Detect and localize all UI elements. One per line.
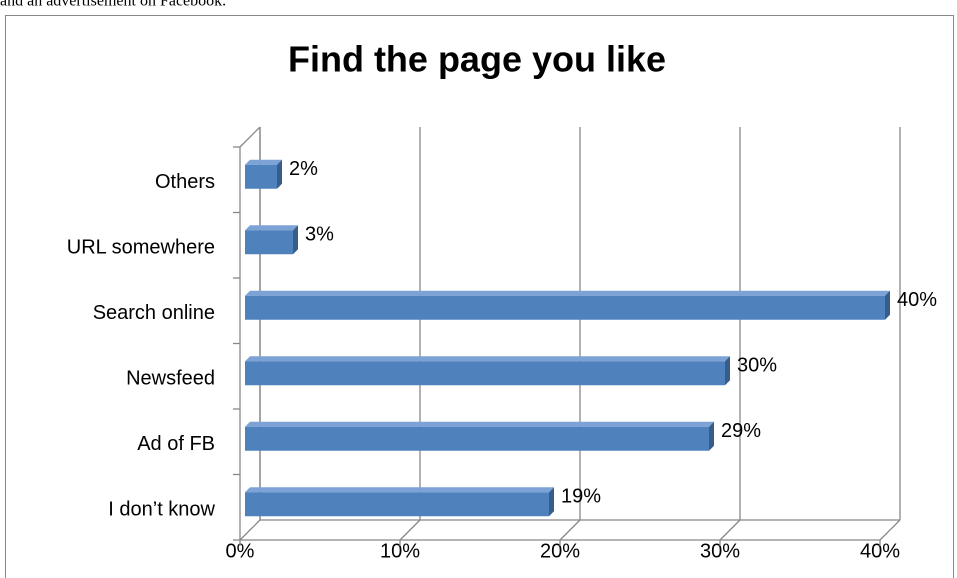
y-tick-label: Others <box>155 171 215 193</box>
grid-floor-line <box>879 519 901 541</box>
bar-side <box>885 290 890 320</box>
y-tick-label: Search online <box>93 302 215 324</box>
bar-top <box>245 356 730 362</box>
y-tick-label: Newsfeed <box>126 368 215 390</box>
y-tick-label: Ad of FB <box>137 433 215 455</box>
bar <box>245 426 709 451</box>
bar-top <box>245 421 714 427</box>
grid-floor-line <box>399 519 421 541</box>
value-label: 3% <box>305 224 334 246</box>
x-tick-label: 30% <box>700 540 740 562</box>
y-tick-label: URL somewhere <box>67 237 215 259</box>
bar-top <box>245 225 298 231</box>
value-label: 19% <box>561 486 601 508</box>
bar <box>245 492 549 517</box>
y-tick-label: I don’t know <box>108 499 215 521</box>
value-label: 2% <box>289 158 318 180</box>
wall-top-edge <box>239 126 261 148</box>
bar-side <box>293 225 298 255</box>
value-label: 29% <box>721 420 761 442</box>
x-tick-label: 10% <box>380 540 420 562</box>
caption: and an advertisement on Facebook. <box>0 0 226 10</box>
bar <box>245 230 293 255</box>
x-tick-label: 20% <box>540 540 580 562</box>
bar <box>245 295 885 320</box>
x-tick-label: 0% <box>226 540 255 562</box>
value-label: 40% <box>897 289 937 311</box>
bar <box>245 361 725 386</box>
bar-top <box>245 487 554 493</box>
bar-top <box>245 290 890 296</box>
chart-title: Find the page you like <box>288 39 666 80</box>
x-tick-label: 40% <box>860 540 900 562</box>
bar-side <box>277 159 282 189</box>
chart-frame <box>5 15 954 578</box>
bar-side <box>725 356 730 386</box>
grid-floor-line <box>559 519 581 541</box>
grid-floor-line <box>719 519 741 541</box>
value-label: 30% <box>737 355 777 377</box>
grid-floor-line <box>239 519 261 541</box>
bar-side <box>549 487 554 517</box>
bar <box>245 164 277 189</box>
bar-top <box>245 159 282 165</box>
bar-side <box>709 421 714 451</box>
